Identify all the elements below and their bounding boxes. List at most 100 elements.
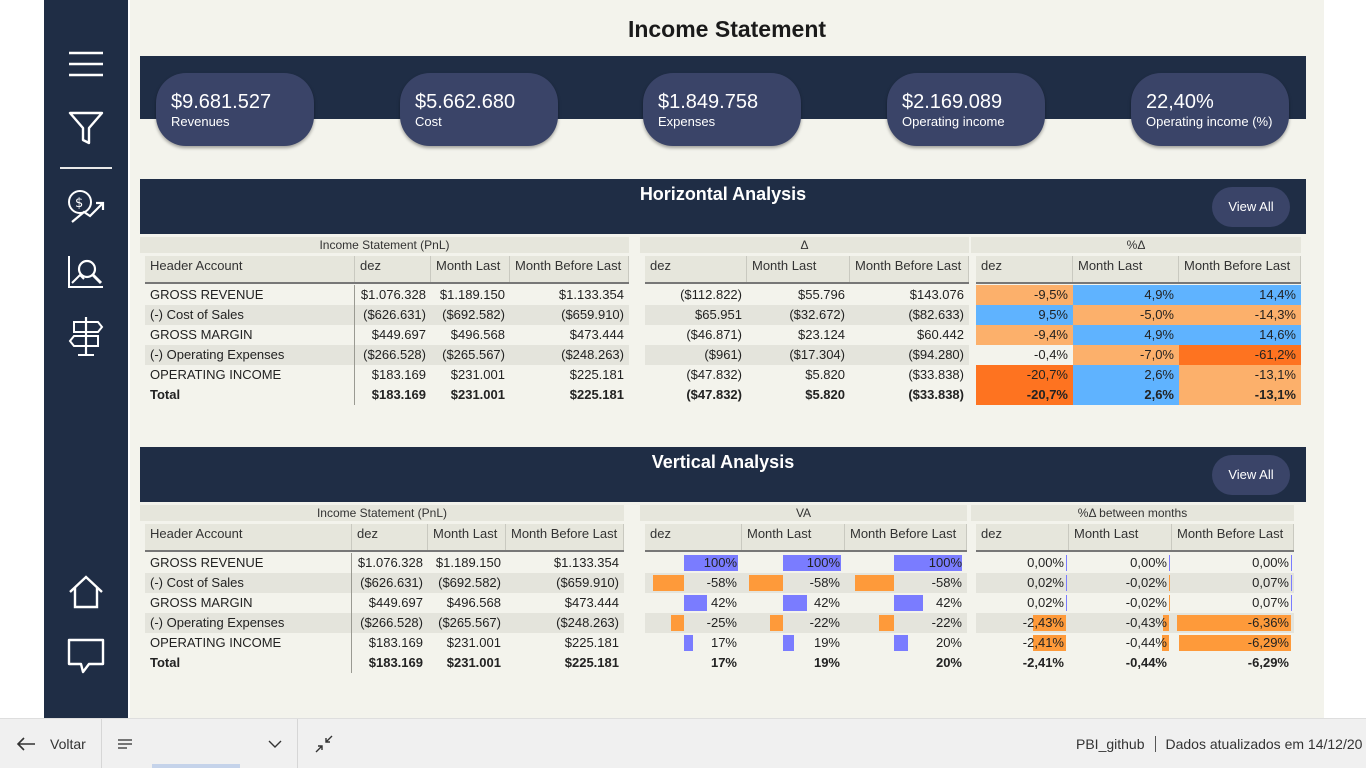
column-header[interactable]: Header Account — [145, 256, 355, 282]
table-row[interactable]: $65.951 ($32.672) ($82.633) — [645, 305, 969, 325]
table-row[interactable]: GROSS MARGIN $449.697 $496.568 $473.444 — [145, 593, 624, 613]
total-row[interactable]: Total $183.169 $231.001 $225.181 — [145, 653, 624, 673]
bar-track — [1172, 633, 1294, 653]
positive-bar — [1066, 575, 1067, 591]
table-row[interactable]: OPERATING INCOME $183.169 $231.001 $225.181 — [145, 365, 629, 385]
column-header[interactable]: Month Last — [742, 524, 845, 550]
table-row[interactable]: -2,41% -0,44% -6,29% — [976, 633, 1294, 653]
column-header[interactable]: Month Last — [428, 524, 506, 550]
signpost-icon[interactable] — [64, 314, 108, 358]
page-list-icon[interactable] — [118, 719, 132, 768]
hamburger-icon[interactable] — [64, 42, 108, 86]
header-row: Header Account dez Month Last Month Before … — [145, 256, 629, 284]
column-header[interactable]: dez — [355, 256, 431, 282]
cell-value: 0,00% — [1069, 553, 1172, 573]
column-header[interactable]: Month Last — [1073, 256, 1179, 282]
kpi-revenues[interactable]: $9.681.527 Revenues — [156, 73, 314, 146]
bar-track — [1069, 613, 1172, 633]
table-row[interactable]: ($47.832) $5.820 ($33.838) — [645, 365, 969, 385]
cell-value: ($626.631) — [363, 307, 426, 322]
positive-bar — [894, 595, 923, 611]
home-icon[interactable] — [64, 570, 108, 614]
table-row[interactable]: 0,02% -0,02% 0,07% — [976, 593, 1294, 613]
magnify-chart-icon[interactable] — [64, 250, 108, 294]
table-row[interactable]: -25% -22% -22% — [645, 613, 967, 633]
table-row[interactable]: 42% 42% 42% — [645, 593, 967, 613]
table-row[interactable]: ($46.871) $23.124 $60.442 — [645, 325, 969, 345]
column-header[interactable]: Month Before Last — [850, 256, 969, 282]
column-header[interactable]: Month Before Last — [845, 524, 967, 550]
table-row[interactable]: (-) Operating Expenses ($266.528) ($265.56… — [145, 613, 624, 633]
total-row[interactable]: 17% 19% 20% — [645, 653, 967, 673]
table-row[interactable]: 0,00% 0,00% 0,00% — [976, 553, 1294, 573]
table-row[interactable]: GROSS REVENUE $1.076.328 $1.189.150 $1.133.… — [145, 553, 624, 573]
total-row[interactable]: -20,7% 2,6% -13,1% — [976, 385, 1301, 405]
table-row[interactable]: (-) Operating Expenses ($266.528) ($265.56… — [145, 345, 629, 365]
table-row[interactable]: 0,02% -0,02% 0,07% — [976, 573, 1294, 593]
table-row[interactable]: (-) Cost of Sales ($626.631) ($692.582) ($6… — [145, 573, 624, 593]
column-header[interactable]: Month Last — [1069, 524, 1172, 550]
kpi-expenses[interactable]: $1.849.758 Expenses — [643, 73, 801, 146]
pct-between-months-table[interactable]: %Δ between months dez Month Last Month Befo… — [971, 503, 1306, 673]
column-header[interactable]: Month Before Last — [506, 524, 624, 550]
bar-label: 0,07% — [1252, 595, 1289, 610]
table-row[interactable]: 100% 100% 100% — [645, 553, 967, 573]
table-row[interactable]: ($961) ($17.304) ($94.280) — [645, 345, 969, 365]
pnl-table[interactable]: Income Statement (PnL) Header Account dez M… — [140, 503, 634, 673]
column-header[interactable]: dez — [645, 524, 742, 550]
money-chart-icon[interactable]: $ — [64, 184, 108, 228]
table-row[interactable]: ($112.822) $55.796 $143.076 — [645, 285, 969, 305]
cell-value: 0,02% — [976, 593, 1069, 613]
negative-bar — [1033, 635, 1066, 651]
bar-label: -2,43% — [1022, 615, 1064, 630]
table-row[interactable]: OPERATING INCOME $183.169 $231.001 $225.181 — [145, 633, 624, 653]
kpi-operating-income[interactable]: $2.169.089 Operating income — [887, 73, 1045, 146]
total-row[interactable]: Total $183.169 $231.001 $225.181 — [145, 385, 629, 405]
table-row[interactable]: 17% 19% 20% — [645, 633, 967, 653]
table-row[interactable]: -20,7% 2,6% -13,1% — [976, 365, 1301, 385]
collapse-icon[interactable] — [315, 719, 333, 768]
view-all-button[interactable]: View All — [1212, 455, 1290, 495]
total-row[interactable]: -2,41% -0,44% -6,29% — [976, 653, 1294, 673]
bar-track — [645, 553, 742, 573]
pct-delta-table[interactable]: %Δ dez Month Last Month Before Last -9,5% 4,9… — [971, 235, 1306, 405]
bar-label: 100% — [928, 555, 962, 570]
positive-bar — [894, 555, 962, 571]
kpi-cost[interactable]: $5.662.680 Cost — [400, 73, 558, 146]
positive-bar — [783, 555, 841, 571]
column-header[interactable]: Header Account — [145, 524, 352, 550]
va-table[interactable]: VA dez Month Last Month Before Last 100% 100%… — [640, 503, 967, 673]
table-row[interactable]: GROSS MARGIN $449.697 $496.568 $473.444 — [145, 325, 629, 345]
pnl-table[interactable]: Income Statement (PnL) Header Account dez M… — [140, 235, 634, 405]
back-button[interactable]: Voltar — [16, 719, 86, 768]
table-row[interactable]: -2,43% -0,43% -6,36% — [976, 613, 1294, 633]
cell-value: -13,1% — [1179, 365, 1301, 385]
table-row[interactable]: 9,5% -5,0% -14,3% — [976, 305, 1301, 325]
table-row[interactable]: (-) Cost of Sales ($626.631) ($692.582) ($6… — [145, 305, 629, 325]
column-header[interactable]: Month Last — [431, 256, 510, 282]
table-row[interactable]: -0,4% -7,0% -61,2% — [976, 345, 1301, 365]
column-header[interactable]: dez — [352, 524, 428, 550]
chevron-down-icon[interactable] — [268, 719, 282, 768]
kpi-operating-income-pct[interactable]: 22,40% Operating income (%) — [1131, 73, 1289, 146]
table-row[interactable]: -9,5% 4,9% 14,4% — [976, 285, 1301, 305]
column-header[interactable]: Month Before Last — [1179, 256, 1301, 282]
bar-label: -0,02% — [1125, 595, 1167, 610]
filter-icon[interactable] — [64, 106, 108, 150]
table-row[interactable]: GROSS REVENUE $1.076.328 $1.189.150 $1.133.… — [145, 285, 629, 305]
bar-label: -6,29% — [1247, 635, 1289, 650]
column-header[interactable]: Month Before Last — [510, 256, 629, 282]
table-row[interactable]: -58% -58% -58% — [645, 573, 967, 593]
view-all-button[interactable]: View All — [1212, 187, 1290, 227]
cell-value: 19% — [813, 655, 840, 670]
table-row[interactable]: -9,4% 4,9% 14,6% — [976, 325, 1301, 345]
total-row[interactable]: ($47.832) $5.820 ($33.838) — [645, 385, 969, 405]
column-header[interactable]: Month Before Last — [1172, 524, 1294, 550]
column-header[interactable]: dez — [976, 256, 1073, 282]
comment-icon[interactable] — [64, 634, 108, 678]
column-header[interactable]: Month Last — [747, 256, 850, 282]
column-header[interactable]: dez — [645, 256, 747, 282]
cell-value: -61,2% — [1179, 345, 1301, 365]
column-header[interactable]: dez — [976, 524, 1069, 550]
